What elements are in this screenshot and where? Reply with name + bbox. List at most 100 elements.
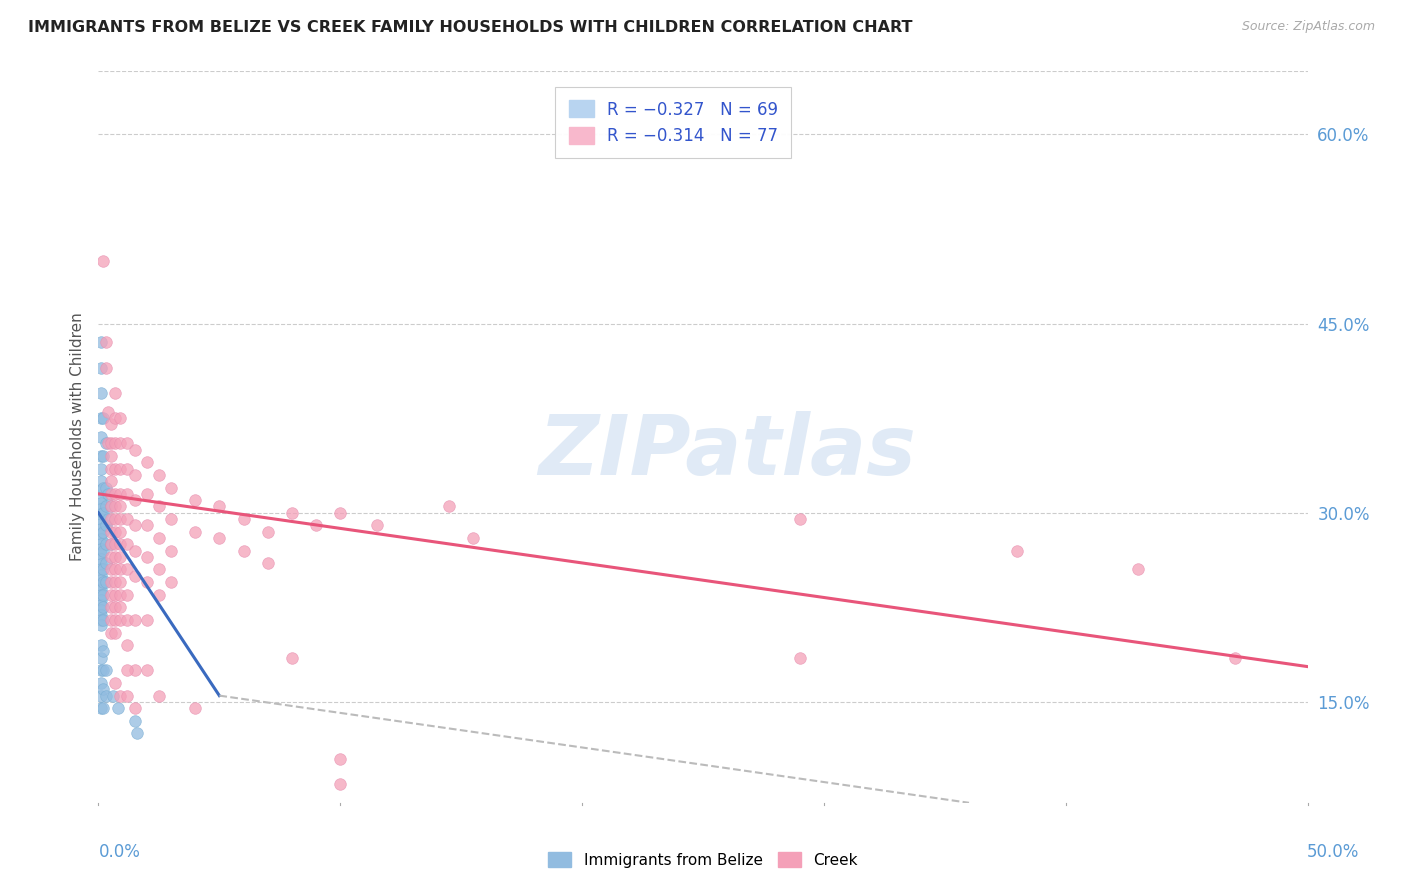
Point	[90, 613, 112, 627]
Text: ZIPatlas: ZIPatlas	[538, 411, 917, 492]
Point	[135, 664, 157, 678]
Point	[90, 517, 112, 532]
Point	[90, 664, 112, 678]
Point	[91, 411, 114, 425]
Point	[135, 487, 157, 501]
Point	[90, 650, 112, 665]
Point	[100, 449, 122, 463]
Point	[100, 600, 122, 615]
Point	[101, 689, 124, 703]
Point	[108, 600, 131, 615]
Point	[91, 644, 114, 658]
Point	[104, 500, 127, 514]
Point	[463, 531, 485, 545]
Point	[90, 335, 112, 350]
Point	[135, 549, 157, 564]
Point	[100, 461, 122, 475]
Point	[135, 613, 157, 627]
Point	[90, 689, 112, 703]
Point	[100, 524, 122, 539]
Point	[90, 638, 112, 652]
Point	[90, 537, 112, 551]
Point	[91, 701, 114, 715]
Point	[90, 461, 112, 475]
Point	[100, 613, 122, 627]
Point	[281, 506, 304, 520]
Point	[104, 436, 127, 450]
Point	[1223, 650, 1246, 665]
Point	[90, 502, 112, 516]
Point	[789, 650, 811, 665]
Point	[208, 531, 231, 545]
Point	[90, 360, 112, 375]
Point	[117, 487, 139, 501]
Point	[91, 613, 114, 627]
Point	[94, 481, 117, 495]
Point	[90, 512, 112, 526]
Point	[108, 461, 131, 475]
Point	[232, 543, 254, 558]
Text: IMMIGRANTS FROM BELIZE VS CREEK FAMILY HOUSEHOLDS WITH CHILDREN CORRELATION CHAR: IMMIGRANTS FROM BELIZE VS CREEK FAMILY H…	[28, 20, 912, 35]
Point	[184, 524, 207, 539]
Point	[94, 518, 117, 533]
Point	[90, 567, 112, 582]
Point	[184, 701, 207, 715]
Point	[90, 449, 112, 463]
Point	[91, 506, 114, 520]
Point	[124, 613, 146, 627]
Point	[100, 487, 122, 501]
Point	[107, 701, 129, 715]
Point	[94, 537, 117, 551]
Point	[90, 522, 112, 536]
Point	[1007, 543, 1029, 558]
Point	[97, 512, 120, 526]
Point	[90, 592, 112, 607]
Point	[91, 481, 114, 495]
Point	[108, 689, 131, 703]
Point	[104, 512, 127, 526]
Point	[117, 461, 139, 475]
Point	[100, 549, 122, 564]
Point	[97, 405, 120, 419]
Point	[104, 487, 127, 501]
Point	[90, 588, 112, 602]
Point	[108, 436, 131, 450]
Point	[90, 542, 112, 557]
Point	[104, 537, 127, 551]
Point	[124, 543, 146, 558]
Point	[90, 577, 112, 591]
Point	[117, 638, 139, 652]
Point	[94, 335, 117, 350]
Point	[100, 588, 122, 602]
Point	[135, 518, 157, 533]
Y-axis label: Family Households with Children: Family Households with Children	[69, 313, 84, 561]
Point	[124, 493, 146, 508]
Point	[90, 558, 112, 572]
Point	[100, 500, 122, 514]
Point	[90, 507, 112, 521]
Point	[90, 533, 112, 547]
Point	[90, 607, 112, 622]
Point	[148, 500, 170, 514]
Point	[104, 524, 127, 539]
Point	[90, 527, 112, 541]
Point	[91, 664, 114, 678]
Point	[366, 518, 388, 533]
Point	[100, 436, 122, 450]
Legend: Immigrants from Belize, Creek: Immigrants from Belize, Creek	[543, 846, 863, 873]
Point	[160, 481, 183, 495]
Point	[1128, 562, 1150, 576]
Point	[94, 556, 117, 570]
Point	[94, 360, 117, 375]
Point	[108, 588, 131, 602]
Point	[108, 487, 131, 501]
Point	[108, 575, 131, 590]
Point	[148, 467, 170, 482]
Point	[108, 512, 131, 526]
Point	[124, 442, 146, 457]
Point	[90, 483, 112, 497]
Point	[104, 386, 127, 401]
Point	[117, 436, 139, 450]
Point	[329, 506, 352, 520]
Point	[100, 562, 122, 576]
